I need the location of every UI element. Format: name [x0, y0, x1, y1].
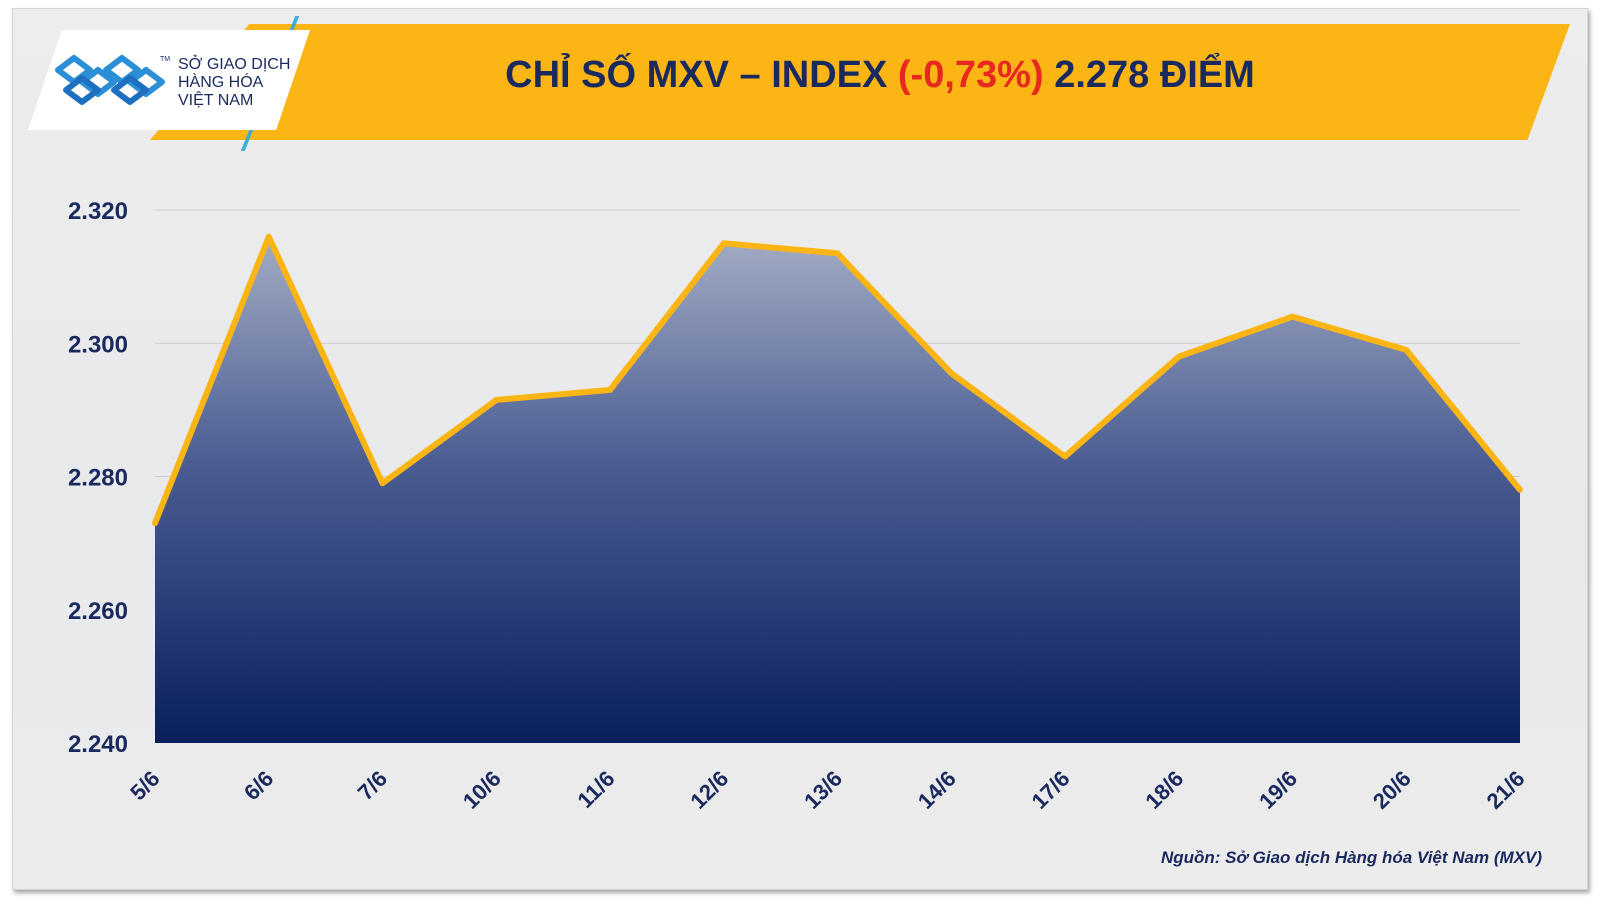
data-point [381, 482, 384, 485]
data-point [267, 235, 270, 238]
y-tick-label: 2.300 [68, 331, 128, 358]
x-tick-label: 5/6 [125, 766, 164, 805]
data-point [154, 522, 156, 525]
x-tick-label: 12/6 [685, 766, 733, 814]
x-tick-label: 21/6 [1482, 766, 1530, 814]
logo-text: SỞ GIAO DỊCH HÀNG HÓA VIỆT NAM [178, 56, 298, 110]
logo-trademark: TM [160, 56, 171, 63]
y-tick-label: 2.320 [68, 198, 128, 225]
x-tick-label: 13/6 [799, 766, 847, 814]
title-banner [150, 24, 1570, 140]
logo-line-1: SỞ GIAO DỊCH [178, 56, 291, 73]
y-tick-label: 2.280 [68, 465, 128, 492]
data-point [1177, 355, 1180, 358]
x-tick-label: 11/6 [572, 766, 619, 813]
title-prefix: CHỈ SỐ MXV – INDEX [505, 54, 888, 96]
data-point [1064, 455, 1066, 458]
data-point [1405, 348, 1408, 351]
x-tick-label: 17/6 [1027, 766, 1075, 814]
y-tick-label: 2.260 [68, 598, 128, 625]
x-tick-label: 19/6 [1254, 766, 1302, 814]
logo-line-2: HÀNG HÓA [178, 74, 264, 91]
y-tick-label: 2.240 [68, 731, 128, 758]
x-axis: 5/6 6/6 7/6 10/6 11/6 12/6 13/6 14/6 17/6 18/6 19/… [125, 766, 1529, 814]
title-change: (-0,73%) [897, 54, 1044, 96]
source-note: Nguồn: Sở Giao dịch Hàng hóa Việt Nam (M… [1160, 848, 1542, 867]
data-point [722, 242, 725, 245]
x-tick-label: 14/6 [913, 766, 961, 814]
area-fill [155, 236, 1520, 743]
chart-title: CHỈ SỐ MXV – INDEX (-0,73%) 2.278 ĐIỂM [300, 54, 1460, 104]
series-area [152, 233, 1523, 743]
y-axis: 2.240 2.260 2.280 2.300 2.320 [68, 198, 128, 758]
data-point [950, 372, 953, 375]
data-point [1291, 315, 1294, 318]
x-tick-label: 18/6 [1140, 766, 1188, 814]
data-point [609, 388, 611, 391]
x-tick-label: 7/6 [353, 766, 392, 805]
x-tick-label: 6/6 [239, 766, 278, 805]
mxv-logo-icon [55, 55, 165, 105]
logo-line-3: VIỆT NAM [178, 92, 254, 109]
data-point [836, 252, 839, 255]
data-point [1519, 488, 1521, 491]
x-tick-label: 10/6 [458, 766, 506, 814]
x-tick-label: 20/6 [1368, 766, 1416, 814]
title-suffix: 2.278 ĐIỂM [1054, 54, 1255, 96]
data-point [495, 398, 498, 401]
